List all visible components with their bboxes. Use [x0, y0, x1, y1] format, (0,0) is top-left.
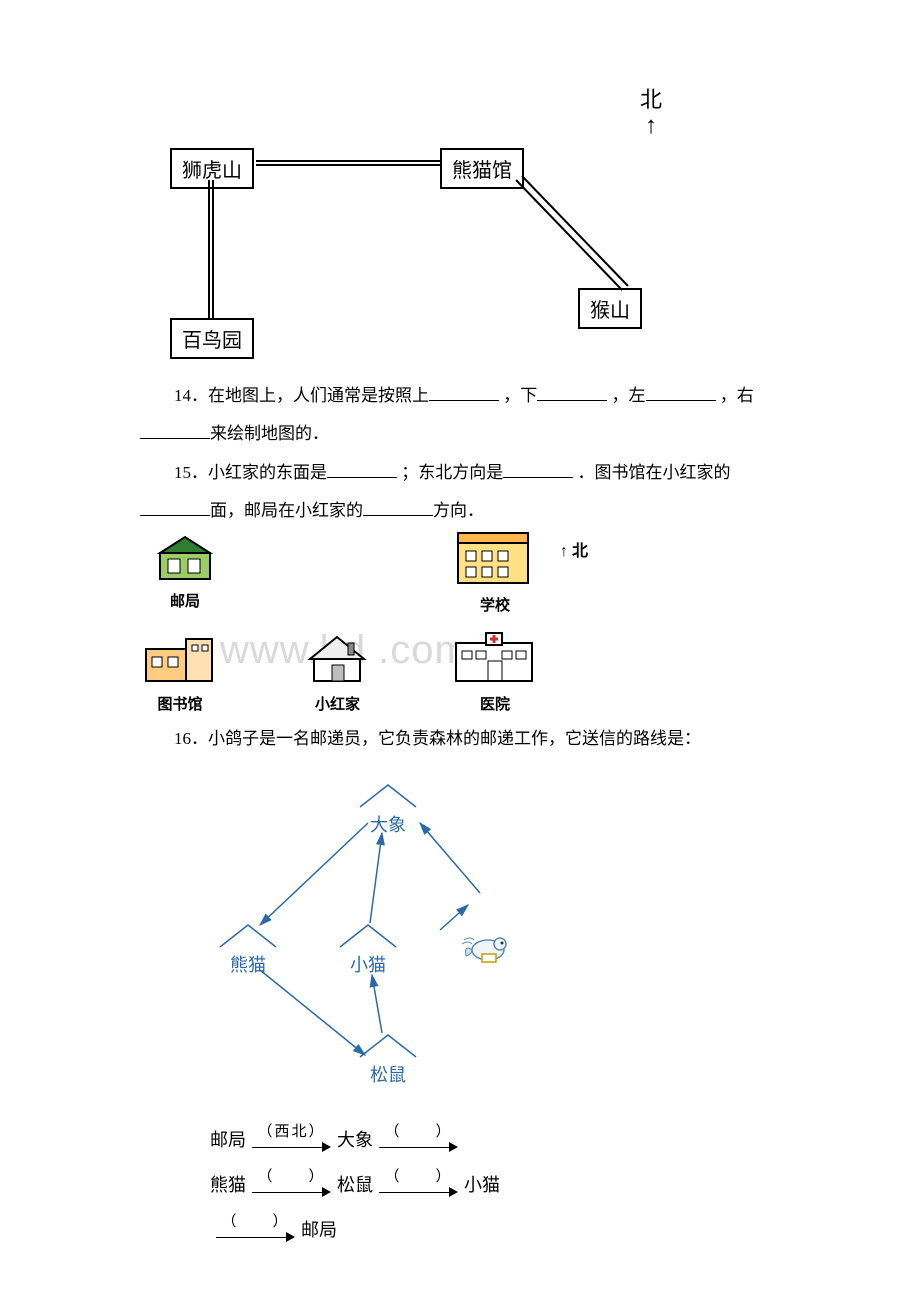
arrow-seg-1: （西北） [252, 1125, 331, 1152]
rf-blank1[interactable]: （ ） [384, 1125, 452, 1140]
lbl-elephant: 大象 [370, 811, 406, 837]
q14-blank4[interactable] [140, 422, 210, 439]
lbl-cat: 小猫 [350, 951, 386, 977]
q15-b: ；东北方向是 [401, 463, 503, 482]
q15-d: 面，邮局在小红家的 [210, 501, 363, 520]
label-hospital: 医院 [450, 693, 540, 714]
q14-tail: 来绘制地图的． [210, 424, 329, 443]
q15-blank1[interactable] [327, 461, 397, 478]
pigeon-route-map: 大象 熊猫 小猫 松鼠 [210, 775, 570, 1095]
north2-label: 北 [572, 543, 588, 560]
rf-post2: 邮局 [301, 1216, 337, 1242]
question-16: 16．小鸽子是一名邮递员，它负责森林的邮递工作，它送信的路线是： [140, 723, 840, 755]
question-14-line2: 来绘制地图的． [140, 418, 840, 450]
label-school: 学校 [450, 594, 540, 615]
rf-post1: 邮局 [210, 1126, 246, 1152]
arrow-seg-5[interactable]: （ ） [216, 1215, 295, 1242]
north2: ↑ 北 [560, 537, 588, 561]
arrow-seg-2[interactable]: （ ） [379, 1125, 458, 1152]
label-library: 图书馆 [140, 693, 220, 714]
rf-elephant: 大象 [337, 1126, 373, 1152]
icon-hospital: 医院 [450, 631, 540, 714]
road-diag [160, 100, 720, 370]
q14-blank3[interactable] [646, 384, 716, 401]
question-15-line2: 面，邮局在小红家的 方向． [140, 495, 840, 527]
q15-e: 方向． [433, 501, 484, 520]
rf-cat: 小猫 [464, 1171, 500, 1197]
arrow-seg-4[interactable]: （ ） [379, 1170, 458, 1197]
q14-m1: ，下 [503, 386, 537, 405]
q15-blank3[interactable] [140, 499, 210, 516]
post-office-icon [150, 533, 220, 583]
rf-nw: （西北） [257, 1125, 325, 1140]
library-icon [140, 631, 220, 686]
neighborhood-map: ↑ 北 邮局 学校 [140, 533, 700, 713]
q15-a: 15．小红家的东面是 [174, 463, 327, 482]
route-row-3: （ ） 邮局 [210, 1215, 630, 1242]
rf-blank4[interactable]: （ ） [221, 1215, 289, 1230]
school-icon [450, 527, 540, 587]
rf-squirrel: 松鼠 [337, 1171, 373, 1197]
lbl-panda: 熊猫 [230, 951, 266, 977]
arrow-seg-3[interactable]: （ ） [252, 1170, 331, 1197]
q14-blank1[interactable] [429, 384, 499, 401]
question-15: 15．小红家的东面是 ；东北方向是 ．图书馆在小红家的 [140, 457, 840, 489]
pigeon-icon [460, 930, 515, 973]
route-row-2: 熊猫 （ ） 松鼠 （ ） 小猫 [210, 1170, 630, 1197]
q14-prefix: 14．在地图上，人们通常是按照上 [174, 386, 429, 405]
q15-c: ．图书馆在小红家的 [578, 463, 731, 482]
q14-blank2[interactable] [537, 384, 607, 401]
rf-blank3[interactable]: （ ） [384, 1170, 452, 1185]
icon-home: 小红家 [300, 631, 375, 714]
q15-blank4[interactable] [363, 499, 433, 516]
rf-panda: 熊猫 [210, 1171, 246, 1197]
zoo-map: 北 ↑ 狮虎山 熊猫馆 百鸟园 猴山 [160, 100, 720, 370]
q15-blank2[interactable] [503, 461, 573, 478]
q14-m3: ，右 [720, 386, 754, 405]
label-home: 小红家 [300, 693, 375, 714]
lbl-squirrel: 松鼠 [370, 1061, 406, 1087]
icon-post-office: 邮局 [150, 533, 220, 611]
icon-school: 学校 [450, 527, 540, 615]
icon-library: 图书馆 [140, 631, 220, 714]
question-14: 14．在地图上，人们通常是按照上 ，下 ，左 ，右 [140, 380, 840, 412]
rf-blank2[interactable]: （ ） [257, 1170, 325, 1185]
home-icon [300, 631, 375, 686]
label-post: 邮局 [150, 590, 220, 611]
route-fill-in: 邮局 （西北） 大象 （ ） 熊猫 （ ） 松鼠 （ ） 小猫 [210, 1125, 630, 1242]
q14-m2: ，左 [612, 386, 646, 405]
hospital-icon [450, 631, 540, 686]
route-row-1: 邮局 （西北） 大象 （ ） [210, 1125, 630, 1152]
